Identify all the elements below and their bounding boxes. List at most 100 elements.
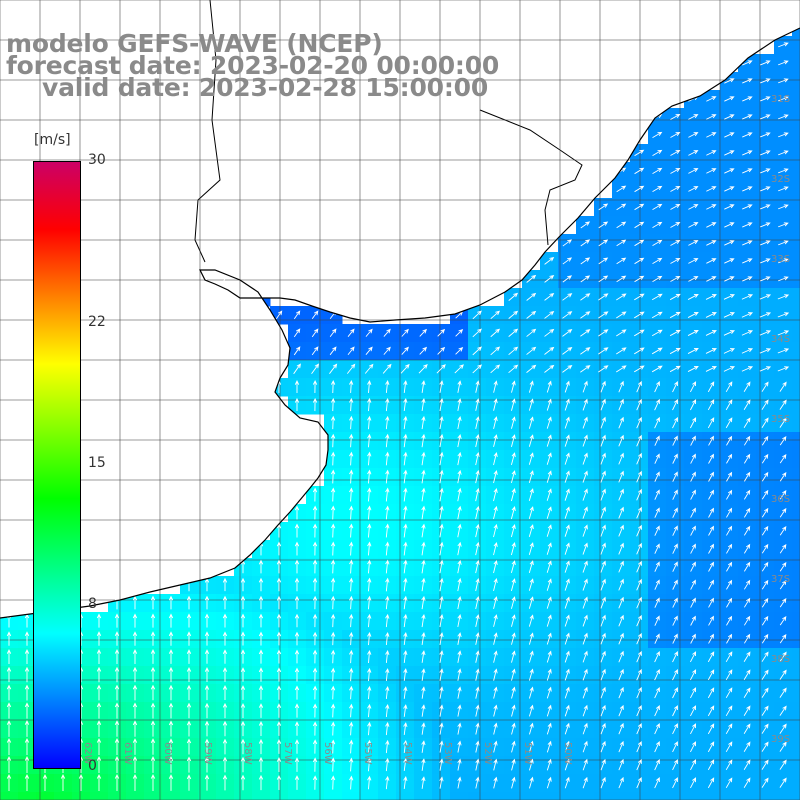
wind-arrow: [349, 757, 354, 772]
wind-arrow: [529, 776, 534, 789]
wind-arrow: [618, 506, 624, 519]
wind-arrow: [114, 720, 120, 737]
wind-arrow: [564, 668, 570, 681]
wind-arrow: [779, 453, 787, 464]
wind-arrow: [240, 685, 246, 700]
wind-arrow: [708, 561, 714, 572]
wind-arrow: [508, 346, 519, 356]
wind-arrow: [455, 329, 464, 337]
wind-speed-cell: [792, 738, 800, 757]
wind-arrow: [562, 329, 573, 337]
wind-arrow: [724, 114, 735, 120]
wind-arrow: [688, 168, 699, 174]
wind-arrow: [132, 720, 138, 737]
wind-arrow: [528, 650, 534, 663]
wind-arrow: [240, 756, 246, 773]
wind-arrow: [439, 469, 444, 484]
wind-arrow: [652, 131, 663, 138]
wind-arrow: [403, 686, 408, 699]
wind-arrow: [707, 741, 715, 753]
longitude-label: 55W: [362, 742, 373, 765]
wind-arrow: [687, 293, 699, 300]
wind-arrow: [672, 525, 678, 536]
wind-arrow: [312, 487, 318, 502]
wind-arrow: [294, 505, 300, 520]
wind-arrow: [761, 489, 769, 500]
wind-speed-cell: [774, 792, 793, 800]
wind-arrow: [562, 293, 573, 301]
wind-arrow: [168, 666, 174, 683]
wind-arrow: [672, 507, 678, 518]
wind-arrow: [421, 776, 426, 789]
wind-arrow: [742, 204, 753, 210]
wind-arrow: [582, 416, 588, 429]
wind-arrow: [651, 311, 663, 319]
wind-arrow: [725, 777, 733, 789]
wind-arrow: [546, 380, 552, 393]
wind-arrow: [672, 435, 678, 446]
wind-speed-cell: [792, 360, 800, 379]
wind-arrow: [403, 595, 408, 610]
wind-arrow: [778, 168, 789, 174]
wind-arrow: [759, 348, 772, 354]
wind-speed-cell: [792, 576, 800, 595]
longitude-label: 53W: [442, 742, 453, 765]
wind-arrow: [669, 365, 681, 373]
wind-arrow: [690, 543, 696, 554]
wind-arrow: [779, 741, 787, 752]
wind-arrow: [634, 293, 645, 301]
wind-arrow: [706, 132, 717, 138]
wind-arrow: [779, 705, 787, 716]
wind-arrow: [330, 613, 336, 628]
wind-arrow: [761, 579, 769, 590]
wind-arrow: [150, 738, 156, 755]
wind-arrow: [690, 615, 696, 626]
wind-arrow: [726, 615, 733, 626]
wind-arrow: [582, 758, 588, 771]
wind-arrow: [618, 632, 624, 645]
wind-arrow: [312, 649, 318, 664]
wind-speed-cell: [792, 90, 800, 109]
wind-arrow: [564, 380, 570, 393]
wind-arrow: [385, 505, 390, 520]
wind-arrow: [564, 632, 570, 645]
wind-arrow: [633, 329, 645, 337]
wind-arrow: [457, 758, 462, 771]
wind-arrow: [672, 399, 678, 411]
wind-arrow: [493, 559, 498, 574]
wind-arrow: [761, 777, 769, 788]
wind-arrow: [546, 542, 552, 555]
wind-arrow: [367, 469, 372, 484]
wind-arrow: [724, 132, 735, 138]
wind-arrow: [707, 399, 715, 411]
wind-arrow: [708, 453, 714, 464]
wind-arrow: [439, 776, 444, 789]
wind-arrow: [723, 312, 735, 318]
latitude-label: 39S: [771, 734, 790, 745]
wind-arrow: [616, 329, 627, 337]
wind-arrow: [96, 631, 102, 646]
wind-arrow: [600, 722, 606, 735]
wind-arrow: [312, 739, 318, 754]
wind-arrow: [168, 649, 174, 664]
wind-arrow: [349, 595, 354, 610]
wind-arrow: [311, 310, 319, 320]
wind-arrow: [421, 632, 426, 646]
wind-arrow: [705, 348, 717, 354]
wind-arrow: [475, 740, 480, 753]
wind-arrow: [778, 186, 789, 192]
wind-arrow: [761, 417, 769, 428]
wind-arrow: [312, 505, 318, 520]
wind-arrow: [367, 577, 372, 592]
wind-arrow: [383, 346, 391, 355]
latitude-label: 37S: [771, 574, 790, 585]
wind-arrow: [439, 577, 444, 592]
wind-arrow: [294, 577, 300, 592]
wind-arrow: [132, 613, 138, 628]
wind-arrow: [777, 294, 790, 300]
wind-arrow: [168, 756, 174, 773]
longitude-label: 52W: [482, 742, 493, 765]
wind-arrow: [528, 434, 534, 447]
wind-arrow: [634, 149, 645, 157]
